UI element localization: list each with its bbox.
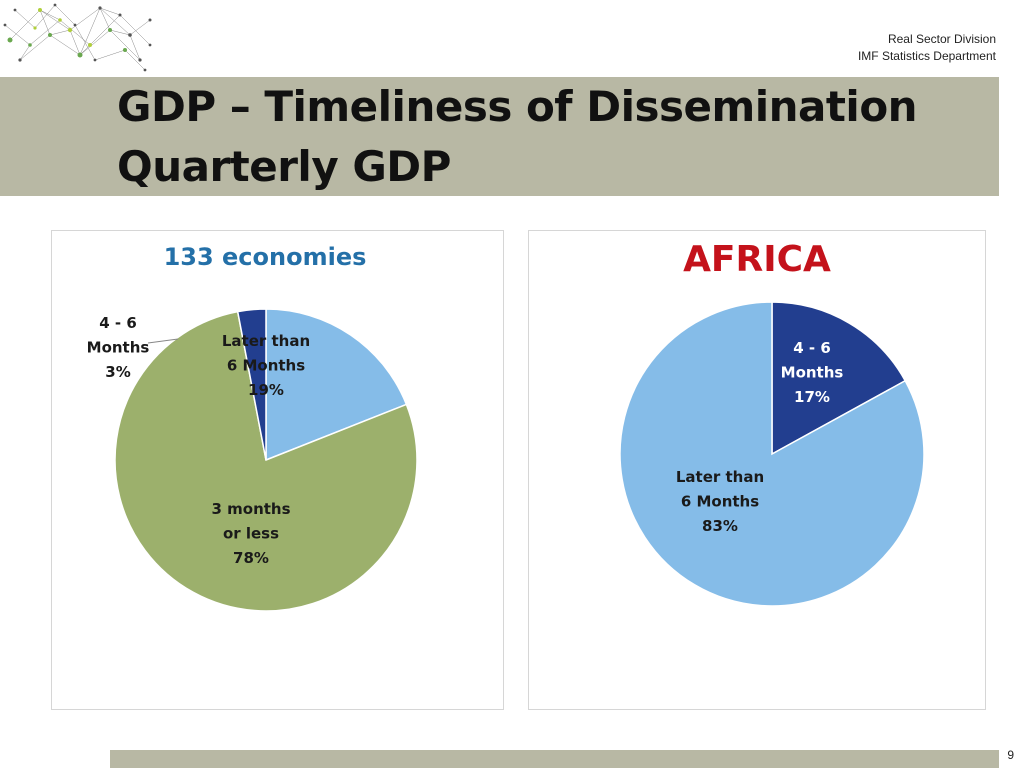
slide-subtitle: Quarterly GDP <box>117 142 451 191</box>
chart-title: AFRICA <box>683 239 831 280</box>
slide-title: GDP – Timeliness of Dissemination <box>117 82 918 131</box>
pie-slice-4-6-months <box>771 301 907 456</box>
network-logo <box>3 3 152 72</box>
leader-line <box>147 338 179 344</box>
department-name: IMF Statistics Department <box>857 49 996 63</box>
slice-label-4-6-months: 4 - 6 Months 3% <box>87 314 150 381</box>
slice-label-3-months-or-less: 3 months or less 78% <box>211 500 290 567</box>
division-name: Real Sector Division <box>887 32 996 46</box>
slice-label-later-than-6-months: Later than 6 Months 83% <box>676 468 764 535</box>
pie-slice-later-than-6-months <box>619 301 925 607</box>
page-number: 9 <box>1007 748 1014 762</box>
footer-band <box>110 750 999 768</box>
pie-slice-4-6-months <box>236 308 267 461</box>
pie-slice-3-months-or-less <box>114 310 418 612</box>
pie-chart-economies: 133 economies Later than 6 Months 19% 3 mont… <box>87 243 418 612</box>
chart-panel-africa: AFRICA 4 - 6 Months 17% Later than 6 Months 83… <box>528 230 986 710</box>
title-band <box>0 77 999 196</box>
pie-slice-later-than-6-months <box>265 308 408 462</box>
slice-label-later-than-6-months: Later than 6 Months 19% <box>222 332 310 399</box>
chart-panel-economies: 133 economies Later than 6 Months 19% 3 mont… <box>51 230 504 710</box>
pie-chart-africa: AFRICA 4 - 6 Months 17% Later than 6 Months 83… <box>619 239 925 607</box>
slice-label-4-6-months: 4 - 6 Months 17% <box>781 339 844 406</box>
chart-title: 133 economies <box>164 243 367 271</box>
header-organization: Real Sector Division IMF Statistics Depa… <box>858 31 996 65</box>
